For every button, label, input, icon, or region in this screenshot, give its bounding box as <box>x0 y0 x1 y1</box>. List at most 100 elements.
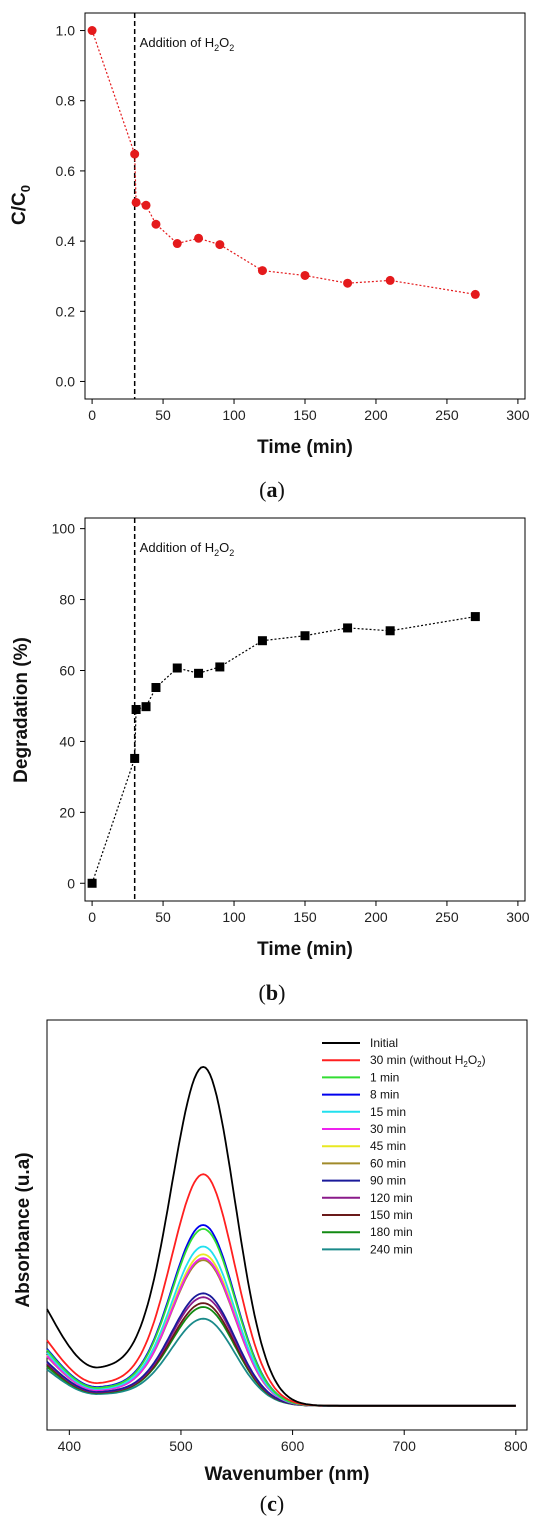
data-point <box>130 753 140 763</box>
data-point <box>343 623 353 633</box>
y-tick-label: 80 <box>59 592 75 608</box>
x-tick-label: 150 <box>293 407 317 423</box>
x-tick-label: 100 <box>222 909 246 925</box>
x-tick-label: 150 <box>293 909 317 925</box>
data-points-b <box>87 612 480 888</box>
data-point <box>172 663 182 673</box>
panel-a: 0 50 100 150 200 250 300 0.0 0.2 0.4 0.6 0.8 1.0 Ad… <box>9 12 530 502</box>
x-tick-label: 0 <box>88 909 96 925</box>
legend-label: 1 min <box>370 1070 399 1084</box>
data-points-a <box>87 26 480 299</box>
x-tick-label: 300 <box>506 909 530 925</box>
series-line-a <box>91 30 476 295</box>
y-tick-label: 60 <box>59 662 75 678</box>
y-axis-label-b: Degradation (%) <box>11 637 32 783</box>
data-point <box>257 636 267 646</box>
spectrum-line <box>46 1317 516 1407</box>
legend-label: 90 min <box>370 1174 406 1188</box>
legend-label: 8 min <box>370 1088 399 1102</box>
legend-label: 60 min <box>370 1156 406 1170</box>
y-tick-label: 1.0 <box>56 23 76 39</box>
legend-label: 180 min <box>370 1225 413 1239</box>
x-tick-label: 50 <box>155 909 171 925</box>
data-point <box>385 275 395 285</box>
y-tick-label: 0.8 <box>56 93 76 109</box>
data-point <box>215 662 225 672</box>
spectrum-line <box>46 1065 516 1407</box>
data-point <box>300 270 310 280</box>
x-ticks-b: 0 50 100 150 200 250 300 <box>88 901 530 925</box>
legend-label: 120 min <box>370 1191 413 1205</box>
x-tick-label: 700 <box>393 1438 417 1454</box>
data-point <box>194 233 204 243</box>
spectra-c <box>46 1065 516 1407</box>
data-point <box>151 219 161 229</box>
x-axis-label-a: Time (min) <box>257 437 353 458</box>
caption-c: (c) <box>260 1491 284 1516</box>
data-point <box>470 289 480 299</box>
data-point <box>131 197 141 207</box>
legend-label: 240 min <box>370 1242 413 1256</box>
data-point <box>141 200 151 210</box>
x-tick-label: 200 <box>364 407 388 423</box>
x-axis-label-c: Wavenumber (nm) <box>204 1464 369 1485</box>
caption-a: (a) <box>259 477 285 502</box>
panel-b: 0 50 100 150 200 250 300 0 20 40 60 80 100 Addition… <box>11 517 530 1005</box>
y-tick-label: 100 <box>52 521 76 537</box>
legend-label: 150 min <box>370 1208 413 1222</box>
x-tick-label: 250 <box>435 407 459 423</box>
h2o2-addition-label-b: Addition of H2O2 <box>140 540 235 558</box>
plot-frame-c <box>46 1019 528 1431</box>
data-point <box>343 278 353 288</box>
data-point <box>151 683 161 693</box>
x-tick-label: 250 <box>435 909 459 925</box>
data-point <box>141 702 151 712</box>
y-tick-label: 0.2 <box>56 303 76 319</box>
y-ticks-b: 0 20 40 60 80 100 <box>52 521 85 891</box>
x-tick-label: 0 <box>88 407 96 423</box>
plot-frame-b <box>84 517 526 902</box>
caption-b: (b) <box>259 980 286 1005</box>
x-tick-label: 400 <box>58 1438 82 1454</box>
series-line-b <box>91 616 476 884</box>
x-tick-label: 500 <box>169 1438 193 1454</box>
legend-label: 15 min <box>370 1105 406 1119</box>
y-ticks-a: 0.0 0.2 0.4 0.6 0.8 1.0 <box>56 23 85 389</box>
spectrum-line <box>46 1245 516 1407</box>
x-tick-label: 300 <box>506 407 530 423</box>
x-tick-label: 200 <box>364 909 388 925</box>
plot-frame-a <box>84 12 526 400</box>
panel-c: 400 500 600 700 800 Initial 30 min (without H… <box>13 1019 528 1516</box>
data-point <box>131 705 141 714</box>
data-point <box>257 266 267 276</box>
h2o2-addition-label-a: Addition of H2O2 <box>140 35 235 53</box>
data-point <box>300 631 310 641</box>
legend-label: 45 min <box>370 1139 406 1153</box>
x-ticks-c: 400 500 600 700 800 <box>58 1430 528 1454</box>
data-point <box>194 668 204 678</box>
x-axis-label-b: Time (min) <box>257 939 353 960</box>
data-point <box>130 149 140 159</box>
data-point <box>470 612 480 622</box>
data-point <box>385 626 395 636</box>
y-tick-label: 0 <box>67 875 75 891</box>
data-point <box>87 26 97 36</box>
legend-c: Initial 30 min (without H2O2)1 min 8 min 15… <box>322 1036 486 1256</box>
x-tick-label: 100 <box>222 407 246 423</box>
y-tick-label: 40 <box>59 733 75 749</box>
y-tick-label: 20 <box>59 804 75 820</box>
y-tick-label: 0.6 <box>56 163 76 179</box>
legend-label: Initial <box>370 1036 398 1050</box>
data-point <box>172 239 182 249</box>
data-point <box>215 240 225 250</box>
y-tick-label: 0.0 <box>56 373 76 389</box>
y-axis-label-c: Absorbance (u.a) <box>13 1152 34 1307</box>
y-axis-label-a: C/C0 <box>9 185 33 225</box>
spectrum-line <box>46 1173 516 1407</box>
data-point <box>87 878 97 888</box>
x-tick-label: 600 <box>281 1438 305 1454</box>
x-ticks-a: 0 50 100 150 200 250 300 <box>88 399 530 423</box>
legend-label: 30 min <box>370 1122 406 1136</box>
y-tick-label: 0.4 <box>56 233 76 249</box>
